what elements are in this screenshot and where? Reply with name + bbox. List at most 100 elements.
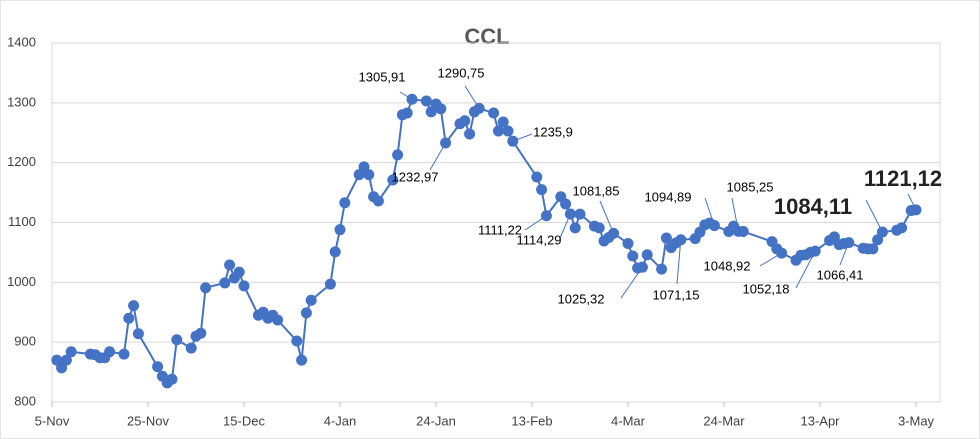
data-point <box>660 232 672 244</box>
data-point <box>627 250 639 262</box>
x-tick-label: 4-Jan <box>324 413 357 428</box>
data-point <box>200 282 212 294</box>
data-point <box>60 354 72 366</box>
data-label: 1066,41 <box>817 267 864 282</box>
annotation-line <box>524 215 547 231</box>
data-point <box>459 115 471 127</box>
annotation-line <box>704 197 715 226</box>
data-point <box>392 149 404 161</box>
data-point <box>435 103 447 115</box>
data-point <box>291 335 303 347</box>
x-tick-label: 25-Nov <box>127 413 169 428</box>
data-label: 1085,25 <box>727 179 774 194</box>
x-tick-label: 13-Apr <box>800 413 840 428</box>
annotation-line <box>429 142 447 171</box>
data-point <box>123 312 135 324</box>
data-point <box>492 125 504 137</box>
data-point <box>641 249 653 261</box>
data-point <box>118 348 130 360</box>
data-point <box>536 184 548 196</box>
annotation-line <box>865 199 883 233</box>
data-label: 1052,18 <box>743 281 790 296</box>
y-tick-label: 1300 <box>7 94 36 109</box>
data-label: 1114,29 <box>516 232 561 247</box>
data-point <box>867 243 879 255</box>
data-point <box>104 346 116 358</box>
data-label: 1071,15 <box>653 287 700 302</box>
data-point <box>339 197 351 209</box>
data-point <box>622 237 634 249</box>
data-label: 1025,32 <box>558 291 605 306</box>
data-label: 1235,9 <box>533 124 573 139</box>
data-point <box>195 327 207 339</box>
data-point <box>334 224 346 236</box>
data-point <box>305 294 317 306</box>
x-tick-label: 5-Nov <box>35 413 70 428</box>
data-point <box>324 278 336 290</box>
annotation-line <box>839 242 850 266</box>
data-point <box>737 225 749 237</box>
y-tick-label: 900 <box>14 334 36 349</box>
annotation-line <box>399 91 413 100</box>
data-point <box>296 354 308 366</box>
chart-title: CCL <box>464 24 509 49</box>
x-tick-label: 3-May <box>898 413 935 428</box>
data-point <box>420 95 432 107</box>
data-point <box>219 277 231 289</box>
y-tick-label: 1000 <box>7 274 36 289</box>
y-tick-label: 800 <box>14 393 36 408</box>
data-point <box>497 116 509 128</box>
x-tick-label: 24-Mar <box>703 413 745 428</box>
annotation-line <box>795 250 816 289</box>
data-label: 1232,97 <box>392 169 439 184</box>
annotation-line <box>907 193 917 211</box>
data-point <box>132 328 144 340</box>
data-point <box>574 208 586 220</box>
data-point <box>363 169 375 181</box>
x-tick-label: 4-Mar <box>611 413 646 428</box>
data-point <box>502 125 514 137</box>
data-point <box>656 263 668 275</box>
y-tick-label: 1400 <box>7 34 36 49</box>
data-point <box>464 128 476 140</box>
annotation-line <box>599 200 615 234</box>
data-point <box>166 373 178 385</box>
data-point <box>593 222 605 234</box>
data-point <box>128 300 140 312</box>
data-label: 1305,91 <box>359 69 406 84</box>
data-point <box>488 107 500 119</box>
data-point <box>569 222 581 234</box>
x-tick-label: 13-Feb <box>511 413 552 428</box>
data-point <box>171 334 183 346</box>
data-point <box>238 280 250 292</box>
data-point <box>272 314 284 326</box>
data-point <box>185 342 197 354</box>
data-point <box>531 171 543 183</box>
y-tick-label: 1200 <box>7 154 36 169</box>
data-point <box>387 174 399 186</box>
annotation-line <box>464 85 480 109</box>
data-label: 1111,22 <box>478 222 522 237</box>
data-point <box>329 246 341 258</box>
data-point <box>233 266 245 278</box>
data-point <box>896 222 908 234</box>
y-tick-label: 1100 <box>8 214 36 229</box>
data-point <box>560 198 572 210</box>
annotation-line <box>676 239 682 285</box>
data-point <box>65 346 77 358</box>
data-label: 1290,75 <box>438 65 485 80</box>
annotation-line <box>559 213 571 239</box>
x-tick-label: 24-Jan <box>416 413 456 428</box>
data-point <box>224 259 236 271</box>
data-point <box>152 361 164 373</box>
data-point <box>372 195 384 207</box>
annotation-line <box>512 133 533 142</box>
data-label: 1084,11 <box>774 194 852 219</box>
data-point <box>401 107 413 119</box>
data-label: 1048,92 <box>704 258 751 273</box>
data-label: 1121,12 <box>864 166 942 191</box>
annotation-line <box>731 197 739 232</box>
data-label: 1094,89 <box>645 189 692 204</box>
